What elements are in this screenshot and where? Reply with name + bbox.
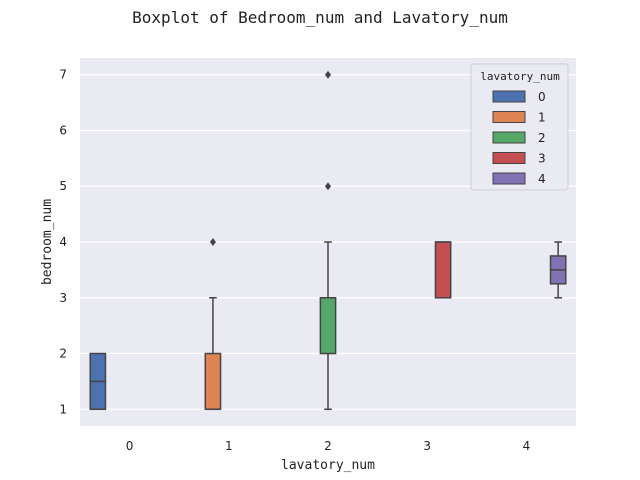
legend-label: 1	[538, 111, 546, 125]
y-axis-ticks: 1 2 3 4 5 6 7	[59, 68, 67, 417]
y-tick-label: 1	[59, 402, 67, 416]
y-axis-label: bedroom_num	[40, 199, 55, 285]
legend-label: 3	[538, 152, 546, 166]
legend-label: 4	[538, 172, 546, 186]
box-2	[319, 70, 337, 411]
x-tick-label: 0	[126, 439, 134, 453]
box-body	[434, 241, 452, 299]
y-tick-label: 3	[59, 291, 67, 305]
legend-swatch	[492, 90, 526, 103]
outlier-point	[325, 182, 331, 191]
x-axis-ticks: 0 1 2 3 4	[126, 439, 530, 453]
y-tick-label: 4	[59, 235, 67, 249]
box-series	[89, 70, 567, 411]
box-body	[204, 352, 222, 411]
x-axis-label: lavatory_num	[281, 458, 375, 473]
legend-label: 2	[538, 131, 546, 145]
box-1	[204, 238, 222, 411]
outlier-point	[209, 238, 216, 246]
box-body	[319, 297, 337, 355]
x-tick-label: 4	[523, 439, 531, 453]
x-tick-label: 2	[324, 439, 332, 453]
legend-label: 0	[538, 90, 546, 104]
x-tick-label: 1	[225, 439, 233, 453]
legend-swatch	[492, 172, 526, 185]
legend-swatch	[492, 152, 526, 164]
legend-swatch	[492, 131, 526, 144]
y-tick-label: 7	[59, 68, 67, 82]
box-0	[89, 352, 107, 411]
y-tick-label: 2	[59, 347, 67, 361]
y-tick-label: 6	[59, 123, 67, 137]
legend-swatch	[492, 111, 526, 123]
box-4	[549, 241, 567, 299]
legend: lavatory_num 0 1 2 3 4	[470, 63, 569, 191]
legend-title: lavatory_num	[480, 70, 560, 83]
x-tick-label: 3	[423, 439, 431, 453]
chart-title: Boxplot of Bedroom_num and Lavatory_num	[132, 8, 508, 27]
outlier-point	[325, 70, 331, 79]
y-tick-label: 5	[59, 179, 67, 193]
box-3	[434, 241, 452, 299]
